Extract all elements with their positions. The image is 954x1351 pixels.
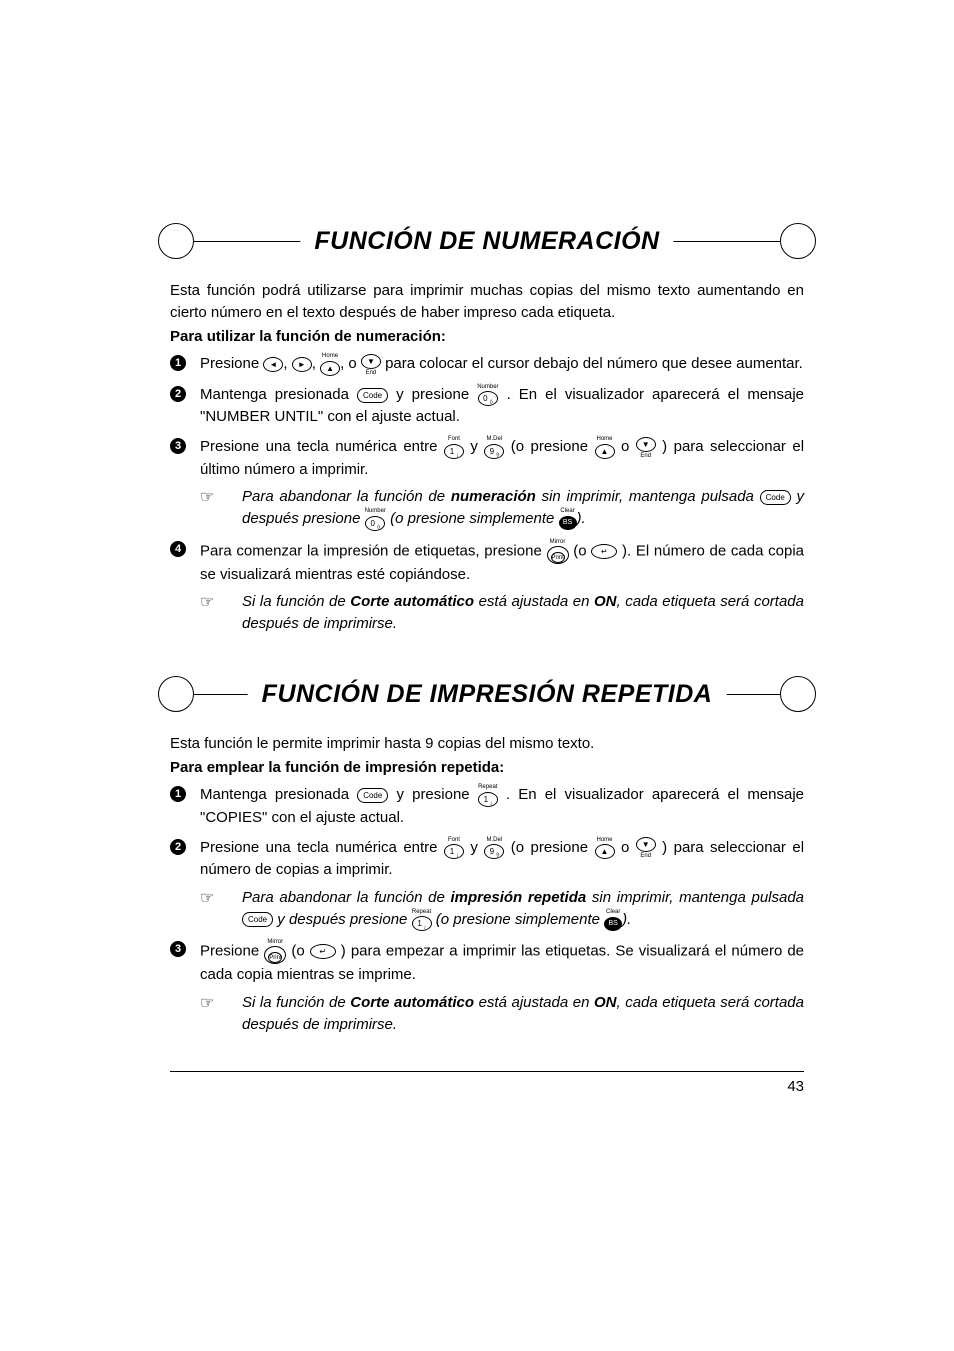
note: ☞ Para abandonar la función de impresión… — [200, 887, 804, 931]
step-item: 2 Presione una tecla numérica entre Font… — [170, 837, 804, 932]
key-code: Code — [242, 911, 273, 928]
key-up: Home▲ — [595, 839, 615, 856]
step-number: 3 — [170, 941, 186, 957]
key-bs: ClearBS — [604, 911, 622, 928]
key-number: Number0 ó — [477, 386, 498, 403]
section-title: FUNCIÓN DE NUMERACIÓN — [300, 223, 673, 259]
steps-list: 1 Mantenga presionada Code y presione Re… — [170, 784, 804, 1035]
key-bs: ClearBS — [559, 510, 577, 527]
section-title: FUNCIÓN DE IMPRESIÓN REPETIDA — [248, 676, 727, 712]
step-number: 2 — [170, 386, 186, 402]
key-enter: ↵ — [591, 542, 617, 559]
section-header: FUNCIÓN DE IMPRESIÓN REPETIDA — [160, 673, 814, 715]
intro-text: Esta función podrá utilizarse para impri… — [170, 280, 804, 324]
section-header: FUNCIÓN DE NUMERACIÓN — [160, 220, 814, 262]
key-group: ◄, ►, Home▲, o ▼End — [263, 355, 381, 372]
key-repeat: Repeat1 ¡ — [478, 787, 498, 804]
key-repeat: Repeat1 ¡ — [412, 911, 432, 928]
para-heading: Para emplear la función de impresión rep… — [170, 757, 804, 779]
key-code: Code — [760, 488, 791, 505]
key-1: Font1 ¡ — [444, 438, 464, 455]
key-9: M.Del9 9 — [484, 839, 504, 856]
note: ☞ Si la función de Corte automático está… — [200, 591, 804, 635]
note: ☞ Para abandonar la función de numeració… — [200, 486, 804, 530]
key-code: Code — [357, 386, 388, 403]
step-number: 4 — [170, 541, 186, 557]
note: ☞ Si la función de Corte automático está… — [200, 992, 804, 1036]
key-down: ▼End — [636, 438, 656, 455]
page-number: 43 — [170, 1076, 804, 1098]
note-icon: ☞ — [200, 591, 214, 614]
key-up: Home▲ — [595, 438, 615, 455]
step-item: 4 Para comenzar la impresión de etiqueta… — [170, 539, 804, 635]
step-item: 3 Presione MirrorPrint (o ↵ ) para empez… — [170, 939, 804, 1035]
step-item: 2 Mantenga presionada Code y presione Nu… — [170, 384, 804, 428]
note-icon: ☞ — [200, 486, 214, 509]
footer-rule — [170, 1071, 804, 1072]
key-print: MirrorPrint — [547, 542, 569, 559]
step-item: 3 Presione una tecla numérica entre Font… — [170, 436, 804, 531]
para-heading: Para utilizar la función de numeración: — [170, 326, 804, 348]
step-item: 1 Presione ◄, ►, Home▲, o ▼End para colo… — [170, 353, 804, 376]
key-code: Code — [357, 787, 388, 804]
key-9: M.Del9 9 — [484, 438, 504, 455]
steps-list: 1 Presione ◄, ►, Home▲, o ▼End para colo… — [170, 353, 804, 635]
key-number: Number0 ó — [365, 510, 386, 527]
key-1: Font1 ¡ — [444, 839, 464, 856]
key-enter: ↵ — [310, 943, 336, 960]
step-item: 1 Mantenga presionada Code y presione Re… — [170, 784, 804, 828]
step-number: 1 — [170, 355, 186, 371]
note-icon: ☞ — [200, 992, 214, 1015]
step-number: 2 — [170, 839, 186, 855]
step-number: 1 — [170, 786, 186, 802]
key-print: MirrorPrint — [264, 943, 286, 960]
note-icon: ☞ — [200, 887, 214, 910]
intro-text: Esta función le permite imprimir hasta 9… — [170, 733, 804, 755]
key-down: ▼End — [636, 839, 656, 856]
step-number: 3 — [170, 438, 186, 454]
